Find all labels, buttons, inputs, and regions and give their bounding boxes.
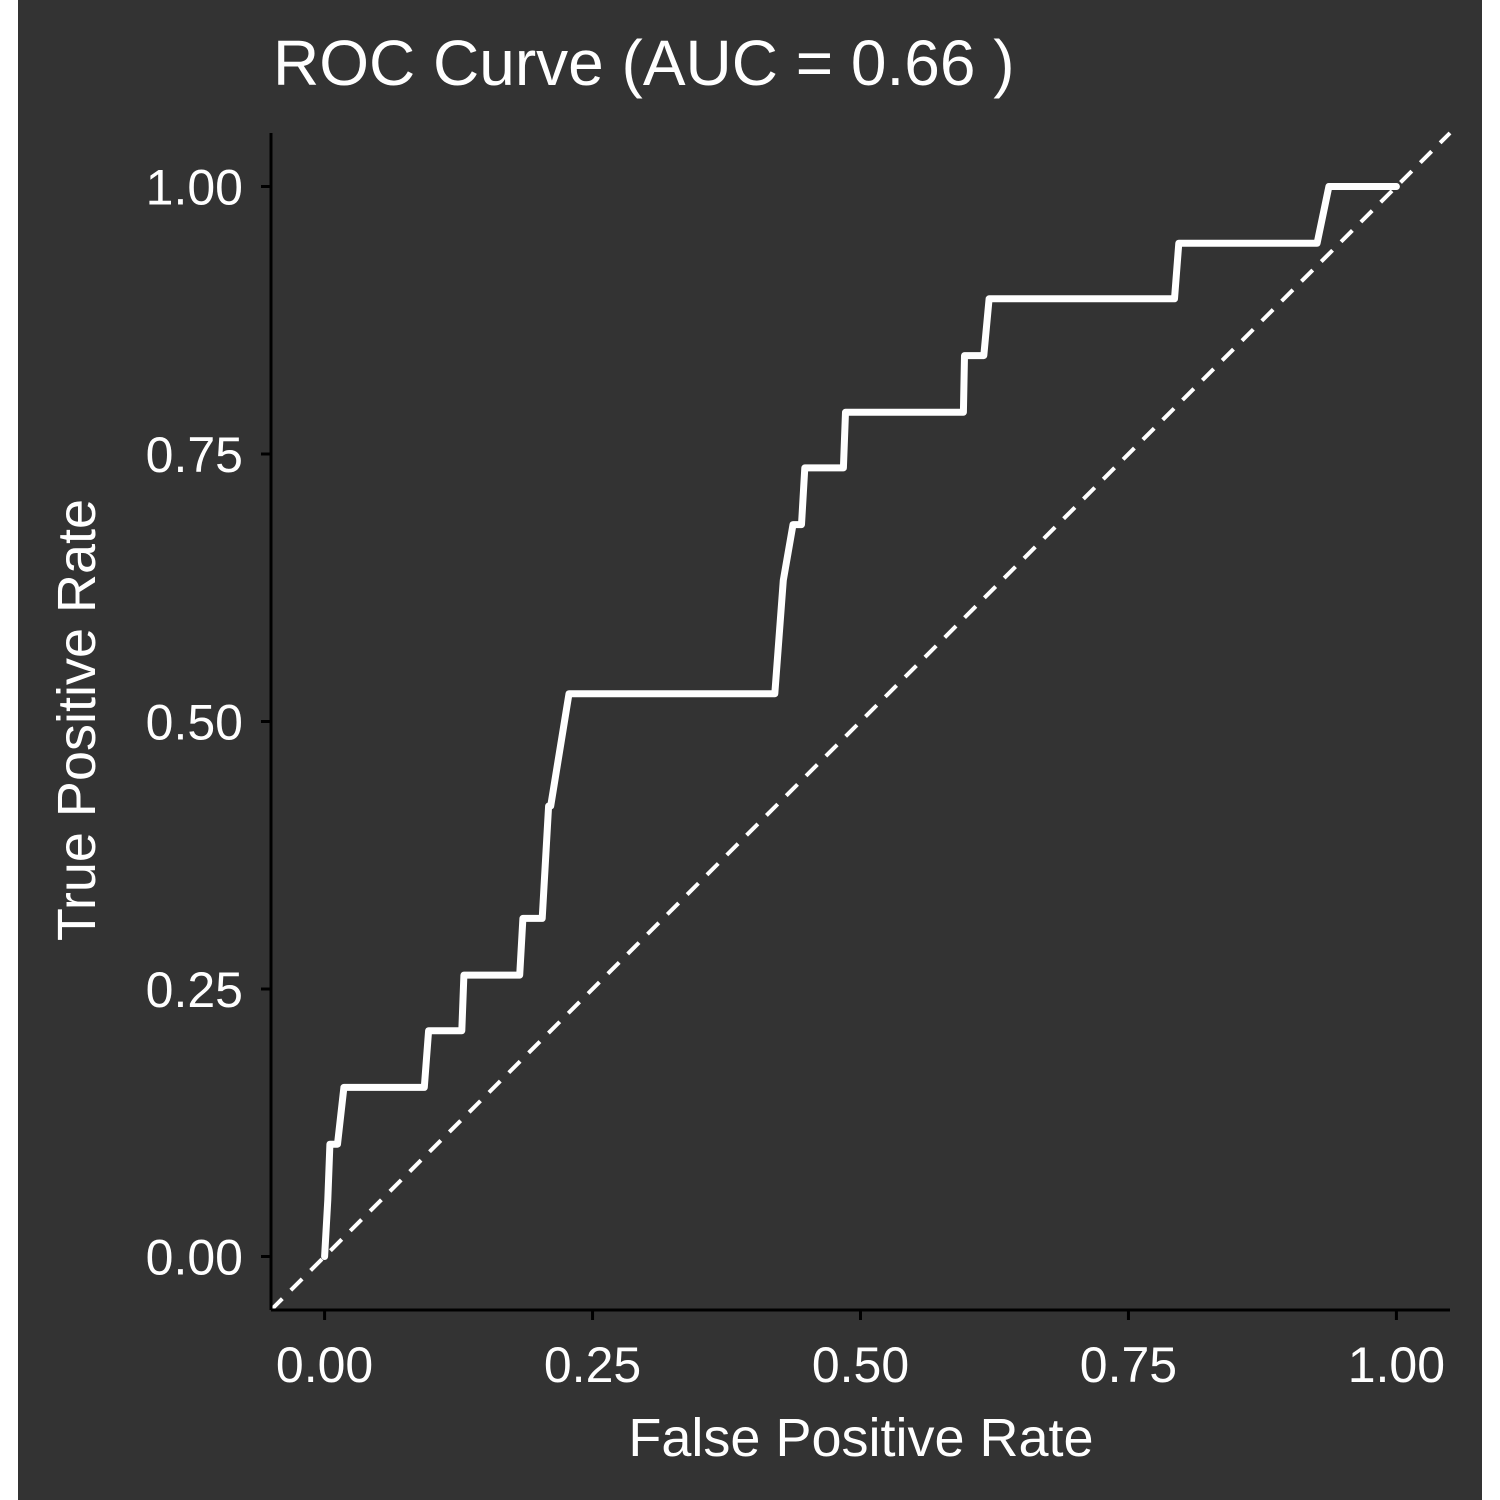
x-axis-label: False Positive Rate [628,1408,1093,1468]
roc-curve-line [321,183,1400,1260]
roc-curve-layer [321,183,1400,1260]
y-tick-label: 0.25 [146,962,243,1018]
y-tick-label: 1.00 [146,160,243,216]
y-tick-label: 0.75 [146,427,243,483]
chart-title: ROC Curve (AUC = 0.66 ) [273,27,1015,99]
x-tick-label: 0.75 [1080,1337,1177,1393]
x-tick-label: 0.00 [276,1337,373,1393]
chart-background [18,0,1482,1500]
y-tick-label: 0.00 [146,1230,243,1286]
y-tick-label: 0.50 [146,695,243,751]
x-tick-labels: 0.00 0.25 0.50 0.75 1.00 [276,1337,1445,1393]
y-tick-labels: 0.00 0.25 0.50 0.75 1.00 [146,160,243,1286]
x-tick-label: 0.50 [812,1337,909,1393]
x-tick-label: 0.25 [544,1337,641,1393]
y-axis-label: True Positive Rate [47,499,107,941]
axes-layer [261,133,1450,1320]
x-tick-label: 1.00 [1348,1337,1445,1393]
